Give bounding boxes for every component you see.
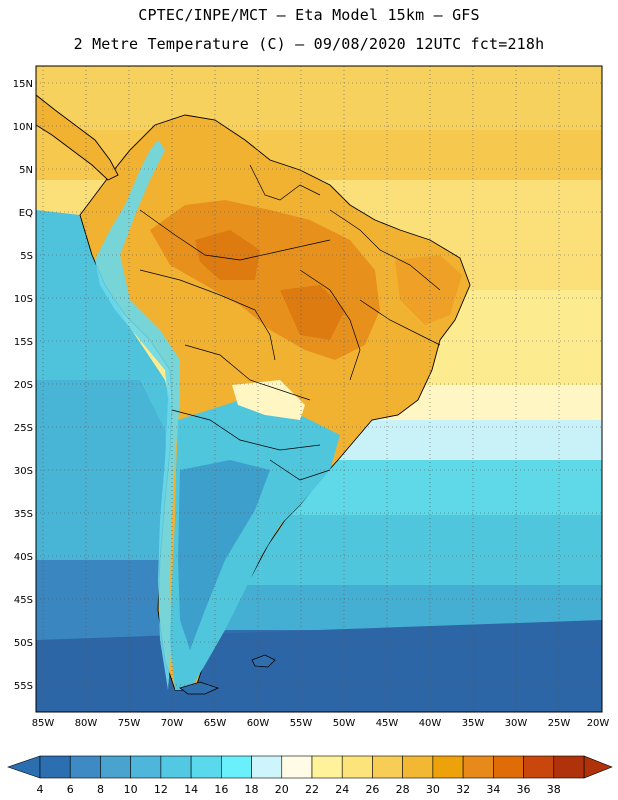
colorbar-swatch <box>462 755 494 779</box>
colorbar-swatch <box>130 755 162 779</box>
colorbar-label: 36 <box>517 783 531 796</box>
colorbar-swatch <box>553 755 585 779</box>
colorbar-swatch <box>100 755 131 779</box>
colorbar-swatch <box>69 755 101 779</box>
colorbar-label: 20 <box>275 783 289 796</box>
colorbar-arrow-high <box>583 755 613 779</box>
border-brazil-states-east <box>359 299 441 346</box>
lat-label-45s: 45S <box>14 595 33 606</box>
latitude-labels: 15N 10N 5N EQ 5S 10S 15S 20S 25S 30S 35S… <box>13 79 33 692</box>
lat-label-10n: 10N <box>13 122 33 133</box>
border-guianas <box>249 164 321 201</box>
lon-label-75w: 75W <box>118 718 141 729</box>
colorbar-label: 38 <box>547 783 561 796</box>
lat-label-10s: 10S <box>14 294 33 305</box>
longitude-labels: 85W 80W 75W 70W 65W 60W 55W 50W 45W 40W … <box>32 718 610 729</box>
country-borders <box>139 164 441 481</box>
colorbar-swatch <box>221 755 252 779</box>
colorbar-swatch <box>311 755 343 779</box>
colorbar: 4 6 8 10 12 14 16 18 20 22 24 26 28 30 32 34 36 38 <box>7 755 613 796</box>
colorbar-arrow-low <box>7 755 41 779</box>
chaco-transition <box>232 380 305 420</box>
patagonia-cold <box>178 460 270 650</box>
colorbar-swatch <box>402 755 434 779</box>
colorbar-swatch <box>341 755 373 779</box>
lon-label-50w: 50W <box>333 718 356 729</box>
lon-label-20w: 20W <box>587 718 610 729</box>
pacific-cold-wedge-2 <box>36 380 170 560</box>
lat-label-30s: 30S <box>14 466 33 477</box>
border-uruguay <box>269 459 331 481</box>
colorbar-swatch <box>281 755 313 779</box>
lon-label-30w: 30W <box>505 718 528 729</box>
lon-label-45w: 45W <box>376 718 399 729</box>
border-north-amazon <box>139 209 331 261</box>
northeast-brazil-warm <box>395 255 462 325</box>
lon-label-80w: 80W <box>75 718 98 729</box>
lat-label-15s: 15S <box>14 337 33 348</box>
colorbar-swatch <box>523 755 555 779</box>
lon-label-85w: 85W <box>32 718 55 729</box>
lon-label-55w: 55W <box>290 718 313 729</box>
colorbar-label: 30 <box>426 783 440 796</box>
andes-cold-strip <box>95 140 180 690</box>
lat-label-55s: 55S <box>14 681 33 692</box>
colorbar-swatch <box>39 755 71 779</box>
border-bolivia-paraguay <box>184 344 311 401</box>
lon-label-25w: 25W <box>548 718 571 729</box>
central-america <box>36 94 119 181</box>
colorbar-label: 18 <box>245 783 259 796</box>
border-brazil-states-central <box>299 269 361 381</box>
lat-label-25s: 25S <box>14 423 33 434</box>
border-brazil-states-north <box>329 209 441 291</box>
colorbar-label: 10 <box>124 783 138 796</box>
map-plot-area <box>36 66 602 712</box>
lon-label-35w: 35W <box>462 718 485 729</box>
border-peru-bolivia <box>139 269 276 361</box>
amazon-hot-core-central <box>280 285 345 340</box>
colorbar-label: 14 <box>184 783 198 796</box>
lat-label-35s: 35S <box>14 509 33 520</box>
colorbar-label: 32 <box>456 783 470 796</box>
colorbar-label: 12 <box>154 783 168 796</box>
lat-label-15n: 15N <box>13 79 33 90</box>
lat-label-50s: 50S <box>14 638 33 649</box>
lat-label-5s: 5S <box>20 251 33 262</box>
border-argentina-north <box>171 409 321 451</box>
lat-label-40s: 40S <box>14 552 33 563</box>
colorbar-swatch <box>372 755 403 779</box>
colorbar-label: 16 <box>214 783 228 796</box>
lat-label-5n: 5N <box>19 165 33 176</box>
colorbar-swatch <box>160 755 192 779</box>
colorbar-label: 4 <box>37 783 44 796</box>
colorbar-label: 28 <box>396 783 410 796</box>
colorbar-label: 26 <box>365 783 379 796</box>
chart-title-line1: CPTEC/INPE/MCT – Eta Model 15km – GFS <box>138 6 480 24</box>
lat-label-20s: 20S <box>14 380 33 391</box>
colorbar-label: 34 <box>486 783 500 796</box>
lon-label-70w: 70W <box>161 718 184 729</box>
colorbar-label: 6 <box>67 783 74 796</box>
lat-label-eq: EQ <box>19 208 33 219</box>
colorbar-label: 24 <box>335 783 349 796</box>
lon-label-60w: 60W <box>247 718 270 729</box>
colorbar-swatch <box>493 755 524 779</box>
colorbar-label: 8 <box>97 783 104 796</box>
colorbar-swatch <box>251 755 283 779</box>
amazon-hot-core-west <box>195 230 260 280</box>
lon-label-65w: 65W <box>204 718 227 729</box>
colorbar-swatch <box>432 755 464 779</box>
map-frame <box>35 65 603 713</box>
colorbar-label: 22 <box>305 783 319 796</box>
lon-label-40w: 40W <box>419 718 442 729</box>
chart-title-line2: 2 Metre Temperature (C) – 09/08/2020 12U… <box>73 35 545 53</box>
colorbar-swatch <box>190 755 222 779</box>
